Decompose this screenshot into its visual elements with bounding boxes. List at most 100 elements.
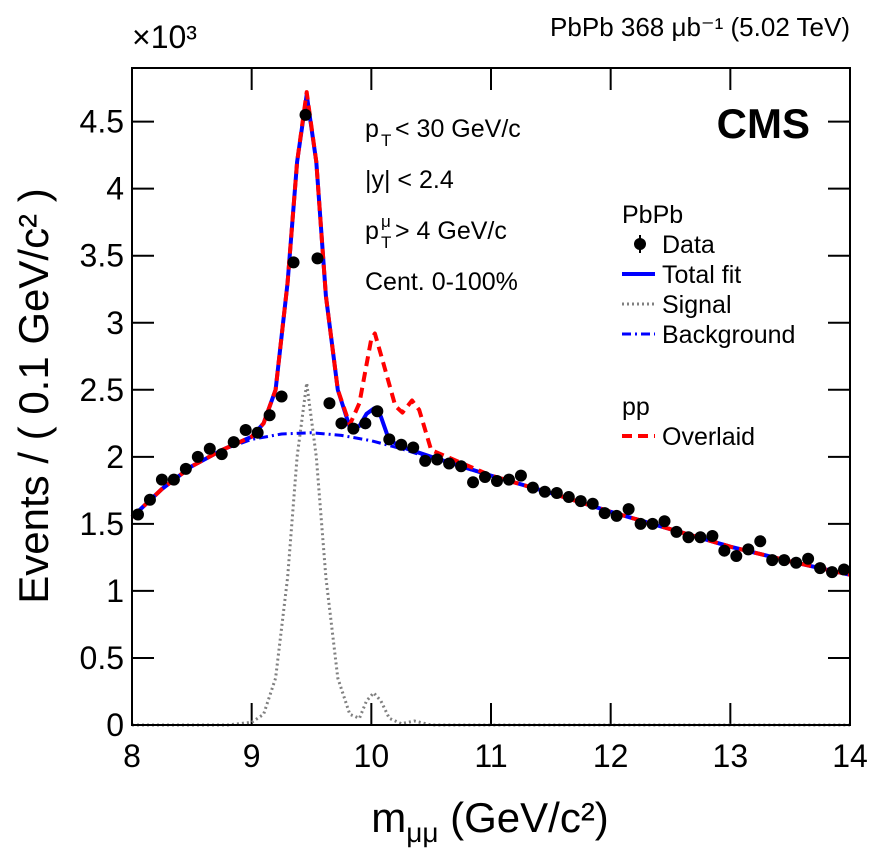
data-point: [323, 397, 336, 410]
data-point: [622, 503, 635, 516]
data-point: [682, 531, 695, 544]
data-point: [167, 473, 180, 486]
experiment-label: CMS: [717, 100, 810, 147]
curve: [132, 381, 850, 727]
annotation: p: [365, 115, 379, 143]
data-point: [610, 509, 623, 522]
data-point: [215, 448, 228, 461]
legend-group: PbPb: [622, 201, 683, 229]
annotation: |y| < 2.4: [365, 166, 454, 194]
annotation-main: Cent. 0-100%: [365, 268, 518, 296]
data-point: [383, 433, 396, 446]
data-point: [443, 457, 456, 470]
legend-label: Data: [662, 231, 715, 259]
annotation: p: [365, 217, 379, 245]
x-tick-label: 9: [243, 738, 261, 774]
y-tick-label: 1.5: [80, 506, 124, 542]
y-tick-label: 4.5: [80, 104, 124, 140]
data-point: [251, 426, 264, 439]
data-point: [838, 563, 851, 576]
data-point: [359, 417, 372, 430]
legend-group: pp: [622, 393, 650, 421]
data-point: [814, 562, 827, 575]
y-tick-label: 4: [106, 171, 124, 207]
data-point: [287, 256, 300, 269]
data-point: [371, 405, 384, 418]
data-point: [467, 476, 480, 489]
data-point: [562, 491, 575, 504]
x-tick-label: 10: [354, 738, 390, 774]
data-point: [634, 517, 647, 530]
y-tick-label: 3.5: [80, 238, 124, 274]
annotation-main: p: [365, 115, 379, 143]
x-tick-label: 11: [474, 738, 507, 774]
data-point: [718, 544, 731, 557]
data-point: [155, 473, 168, 486]
data-point: [514, 469, 527, 482]
data-point: [227, 436, 240, 449]
data-point: [766, 554, 779, 567]
annotation-sub: T: [381, 233, 391, 252]
data-point: [395, 438, 408, 451]
data-point: [407, 441, 420, 454]
data-point: [335, 417, 348, 430]
annotation-sup: μ: [381, 212, 391, 231]
y-tick-label: 0.5: [80, 640, 124, 676]
annotation-main: p: [365, 217, 379, 245]
data-point: [263, 409, 276, 422]
data-point: [131, 508, 144, 521]
data-point: [179, 462, 192, 475]
legend-label: Total fit: [662, 261, 741, 289]
data-point: [275, 390, 288, 403]
data-point: [455, 460, 468, 473]
data-point: [490, 474, 503, 487]
data-point: [574, 495, 587, 508]
data-point: [550, 487, 563, 500]
data-point: [646, 517, 659, 530]
annotation-rest: > 4 GeV/c: [395, 217, 507, 245]
data-point: [658, 515, 671, 528]
lumi-label: PbPb 368 μb⁻¹ (5.02 TeV): [550, 12, 850, 42]
data-point: [790, 556, 803, 569]
data-point: [826, 566, 839, 579]
data-point: [742, 543, 755, 556]
x-label-unit: (GeV/c²): [438, 794, 608, 841]
plot-frame: [131, 67, 851, 726]
data-point: [778, 554, 791, 567]
data-point: [239, 424, 252, 437]
x-tick-label: 14: [832, 738, 868, 774]
data-point: [191, 450, 204, 463]
data-point: [419, 454, 432, 467]
data-point: [431, 453, 444, 466]
data-point: [203, 442, 216, 455]
x-label-sub: μμ: [406, 817, 438, 848]
data-point: [754, 535, 767, 548]
y-tick-label: 1: [106, 573, 124, 609]
y-tick-label: 3: [106, 305, 124, 341]
y-tick-label: 0: [106, 707, 124, 743]
legend-label: Signal: [662, 291, 732, 319]
y-tick-label: 2: [106, 439, 124, 475]
x-tick-label: 8: [123, 738, 141, 774]
annotation-main: |y| < 2.4: [365, 166, 454, 194]
data-point: [347, 422, 360, 435]
x-tick-label: 12: [593, 738, 629, 774]
data-point: [670, 525, 683, 538]
data-point: [730, 550, 743, 563]
data-point: [526, 481, 539, 494]
data-point: [598, 507, 611, 520]
y-multiplier: ×10³: [132, 19, 197, 55]
annotation: Cent. 0-100%: [365, 268, 518, 296]
data-point: [694, 531, 707, 544]
x-tick-label: 13: [713, 738, 749, 774]
annotation-sub: T: [381, 131, 391, 150]
data-point: [299, 108, 312, 121]
y-tick-label: 2.5: [80, 372, 124, 408]
data-point: [538, 485, 551, 498]
data-point: [311, 252, 324, 265]
legend-label: Overlaid: [662, 423, 755, 451]
annotation-rest: < 30 GeV/c: [395, 115, 521, 143]
x-label-main: m: [371, 794, 406, 841]
data-point: [706, 529, 719, 542]
